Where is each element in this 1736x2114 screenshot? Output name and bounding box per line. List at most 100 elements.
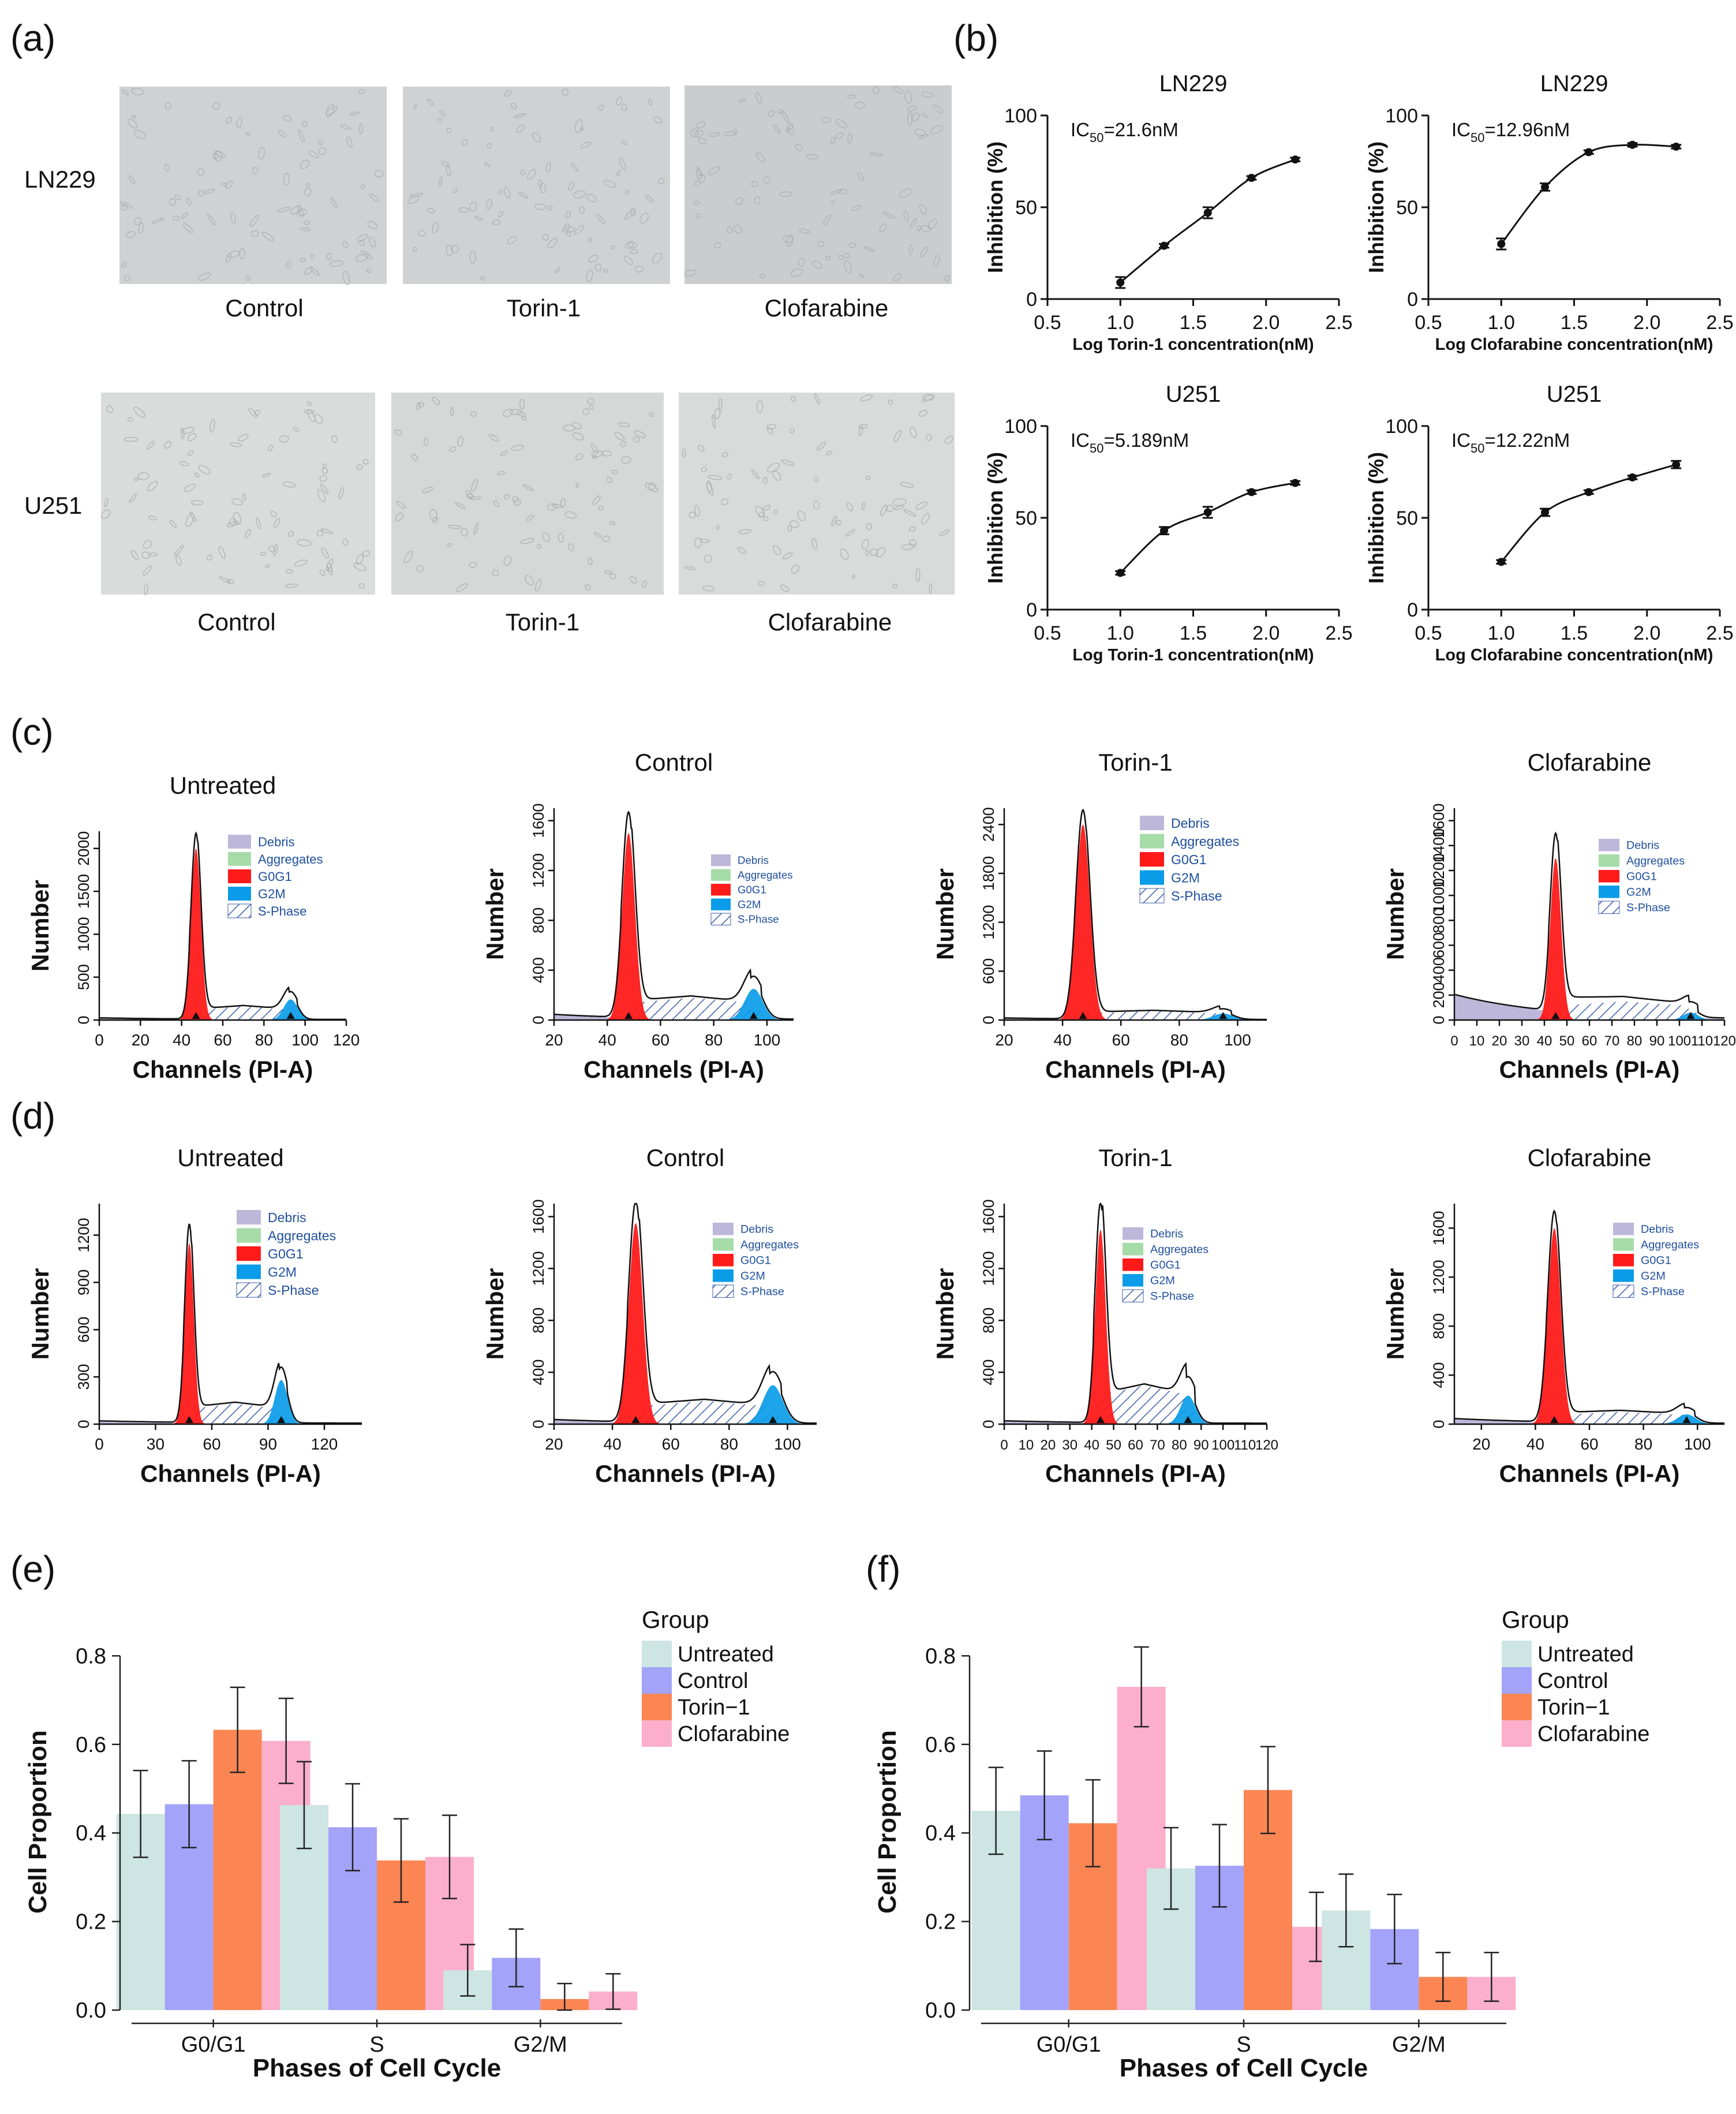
y-tick-label: 1600 bbox=[530, 1199, 547, 1234]
cell-shape bbox=[846, 502, 854, 511]
cell-shape bbox=[319, 475, 327, 482]
cell-shape bbox=[568, 181, 575, 191]
cell-shape bbox=[903, 509, 916, 517]
cell-shape bbox=[939, 529, 950, 536]
dose-response-chart-ln229-clofarabine: 0 50 100 0.5 1.0 1.5 2.0 2.5 LN229 Log Clofarabin… bbox=[1364, 71, 1734, 354]
cell-shape bbox=[642, 580, 648, 588]
x-axis-label: Channels (PI-A) bbox=[140, 1460, 321, 1487]
cell-shape bbox=[127, 417, 133, 422]
cell-shape bbox=[759, 274, 766, 279]
x-tick-label: 60 bbox=[662, 1435, 680, 1453]
y-tick-label: 1400 bbox=[1430, 828, 1447, 863]
g0g1-area bbox=[99, 848, 346, 1020]
cell-shape bbox=[458, 207, 469, 212]
peak-marker bbox=[749, 1012, 758, 1019]
cell-shape bbox=[698, 445, 705, 452]
cell-shape bbox=[455, 502, 466, 509]
dose-response-chart-u251-torin1: 0 50 100 0.5 1.0 1.5 2.0 2.5 U251 Log Torin-1 con… bbox=[983, 382, 1353, 664]
legend-label: Torin−1 bbox=[678, 1695, 750, 1720]
histogram-chart-d-untreated: 0 30 60 90 12003006009001200UntreatedChannel… bbox=[27, 1144, 362, 1487]
cell-shape bbox=[319, 570, 326, 576]
chart-title: Clofarabine bbox=[1528, 1144, 1652, 1171]
x-tick-label: 30 bbox=[1514, 1033, 1530, 1049]
cell-shape bbox=[944, 275, 950, 282]
cell-shape bbox=[308, 150, 319, 159]
cell-shape bbox=[496, 470, 506, 476]
cell-shape bbox=[623, 255, 633, 265]
cell-shape bbox=[261, 231, 274, 241]
cell-shape bbox=[630, 249, 639, 255]
s-phase-area bbox=[554, 1400, 817, 1424]
x-tick-label: 0 bbox=[1000, 1437, 1008, 1453]
x-tick-label: 1.5 bbox=[1561, 622, 1588, 644]
x-tick-label: 50 bbox=[1106, 1437, 1121, 1453]
cell-shape bbox=[652, 252, 663, 264]
bar-chart-e: G0/G1 S G2/M 0.0 0.2 0.4 0.6 0.8 Phases of Cell … bbox=[24, 1606, 790, 2082]
cell-shape bbox=[813, 477, 819, 483]
cell-shape bbox=[366, 268, 371, 274]
cell-shape bbox=[844, 252, 850, 259]
cell-shape bbox=[190, 500, 204, 506]
cell-shape bbox=[682, 448, 686, 458]
cell-shape bbox=[104, 498, 108, 507]
y-tick-label: 1000 bbox=[1430, 878, 1447, 913]
cell-shape bbox=[519, 398, 525, 410]
cell-shape bbox=[503, 555, 512, 566]
cell-shape bbox=[713, 242, 721, 249]
cell-shape bbox=[300, 258, 306, 263]
s-phase-area bbox=[1454, 1411, 1724, 1424]
cell-shape bbox=[621, 140, 628, 146]
cell-shape bbox=[785, 128, 791, 133]
x-tick-label: 80 bbox=[1172, 1437, 1187, 1453]
histogram-chart-c-clofarabine: 0 10 20 30 40 50 60 70 80 90 100 110 120020040060080… bbox=[1382, 749, 1736, 1083]
y-tick-label: 600 bbox=[980, 958, 997, 984]
cell-shape bbox=[316, 529, 323, 537]
cell-shape bbox=[653, 117, 663, 124]
cell-shape bbox=[861, 502, 866, 510]
legend-swatch bbox=[1613, 1223, 1634, 1235]
micrograph-u251-clofarabine bbox=[679, 393, 955, 595]
cell-shape bbox=[288, 531, 294, 537]
cell-shape bbox=[452, 188, 458, 193]
legend-label: S-Phase bbox=[1150, 1290, 1194, 1303]
cell-shape bbox=[447, 543, 452, 547]
cell-shape bbox=[598, 506, 604, 511]
cell-shape bbox=[124, 275, 130, 282]
x-tick-label: 2.5 bbox=[1325, 622, 1352, 644]
cell-shape bbox=[147, 480, 158, 492]
cell-shape bbox=[893, 430, 901, 442]
cell-shape bbox=[361, 250, 373, 260]
x-tick-label: 100 bbox=[1668, 1033, 1691, 1049]
cell-shape bbox=[285, 569, 293, 574]
peak-marker bbox=[185, 1416, 193, 1423]
cell-shape bbox=[394, 429, 402, 436]
cell-shape bbox=[233, 511, 242, 525]
cell-shape bbox=[795, 143, 803, 151]
cell-shape bbox=[645, 483, 659, 492]
cell-shape bbox=[242, 493, 246, 501]
ic50-value: =21.6nM bbox=[1103, 119, 1178, 140]
legend-swatch bbox=[642, 1720, 672, 1747]
cell-shape bbox=[862, 539, 869, 550]
legend-title: Group bbox=[642, 1606, 709, 1633]
cell-shape bbox=[500, 450, 508, 457]
cell-shape bbox=[823, 214, 832, 226]
x-tick-label: 2.0 bbox=[1252, 622, 1279, 644]
x-tick-label: 1.5 bbox=[1180, 312, 1207, 334]
cell-shape bbox=[854, 102, 865, 109]
g0g1-area bbox=[1004, 824, 1267, 1020]
cell-shape bbox=[624, 208, 635, 220]
x-tick-label: 60 bbox=[1580, 1435, 1598, 1453]
y-tick-label: 0.0 bbox=[76, 1999, 106, 2023]
cell-shape bbox=[503, 409, 514, 417]
cell-shape bbox=[256, 517, 261, 529]
histogram-outline bbox=[1004, 808, 1267, 1021]
cell-shape bbox=[226, 117, 233, 124]
cell-shape bbox=[572, 432, 585, 441]
cell-shape bbox=[493, 500, 500, 507]
legend-swatch bbox=[712, 1284, 734, 1298]
cell-shape bbox=[119, 201, 133, 209]
cell-shape bbox=[131, 88, 144, 95]
cell-shape bbox=[455, 583, 468, 592]
